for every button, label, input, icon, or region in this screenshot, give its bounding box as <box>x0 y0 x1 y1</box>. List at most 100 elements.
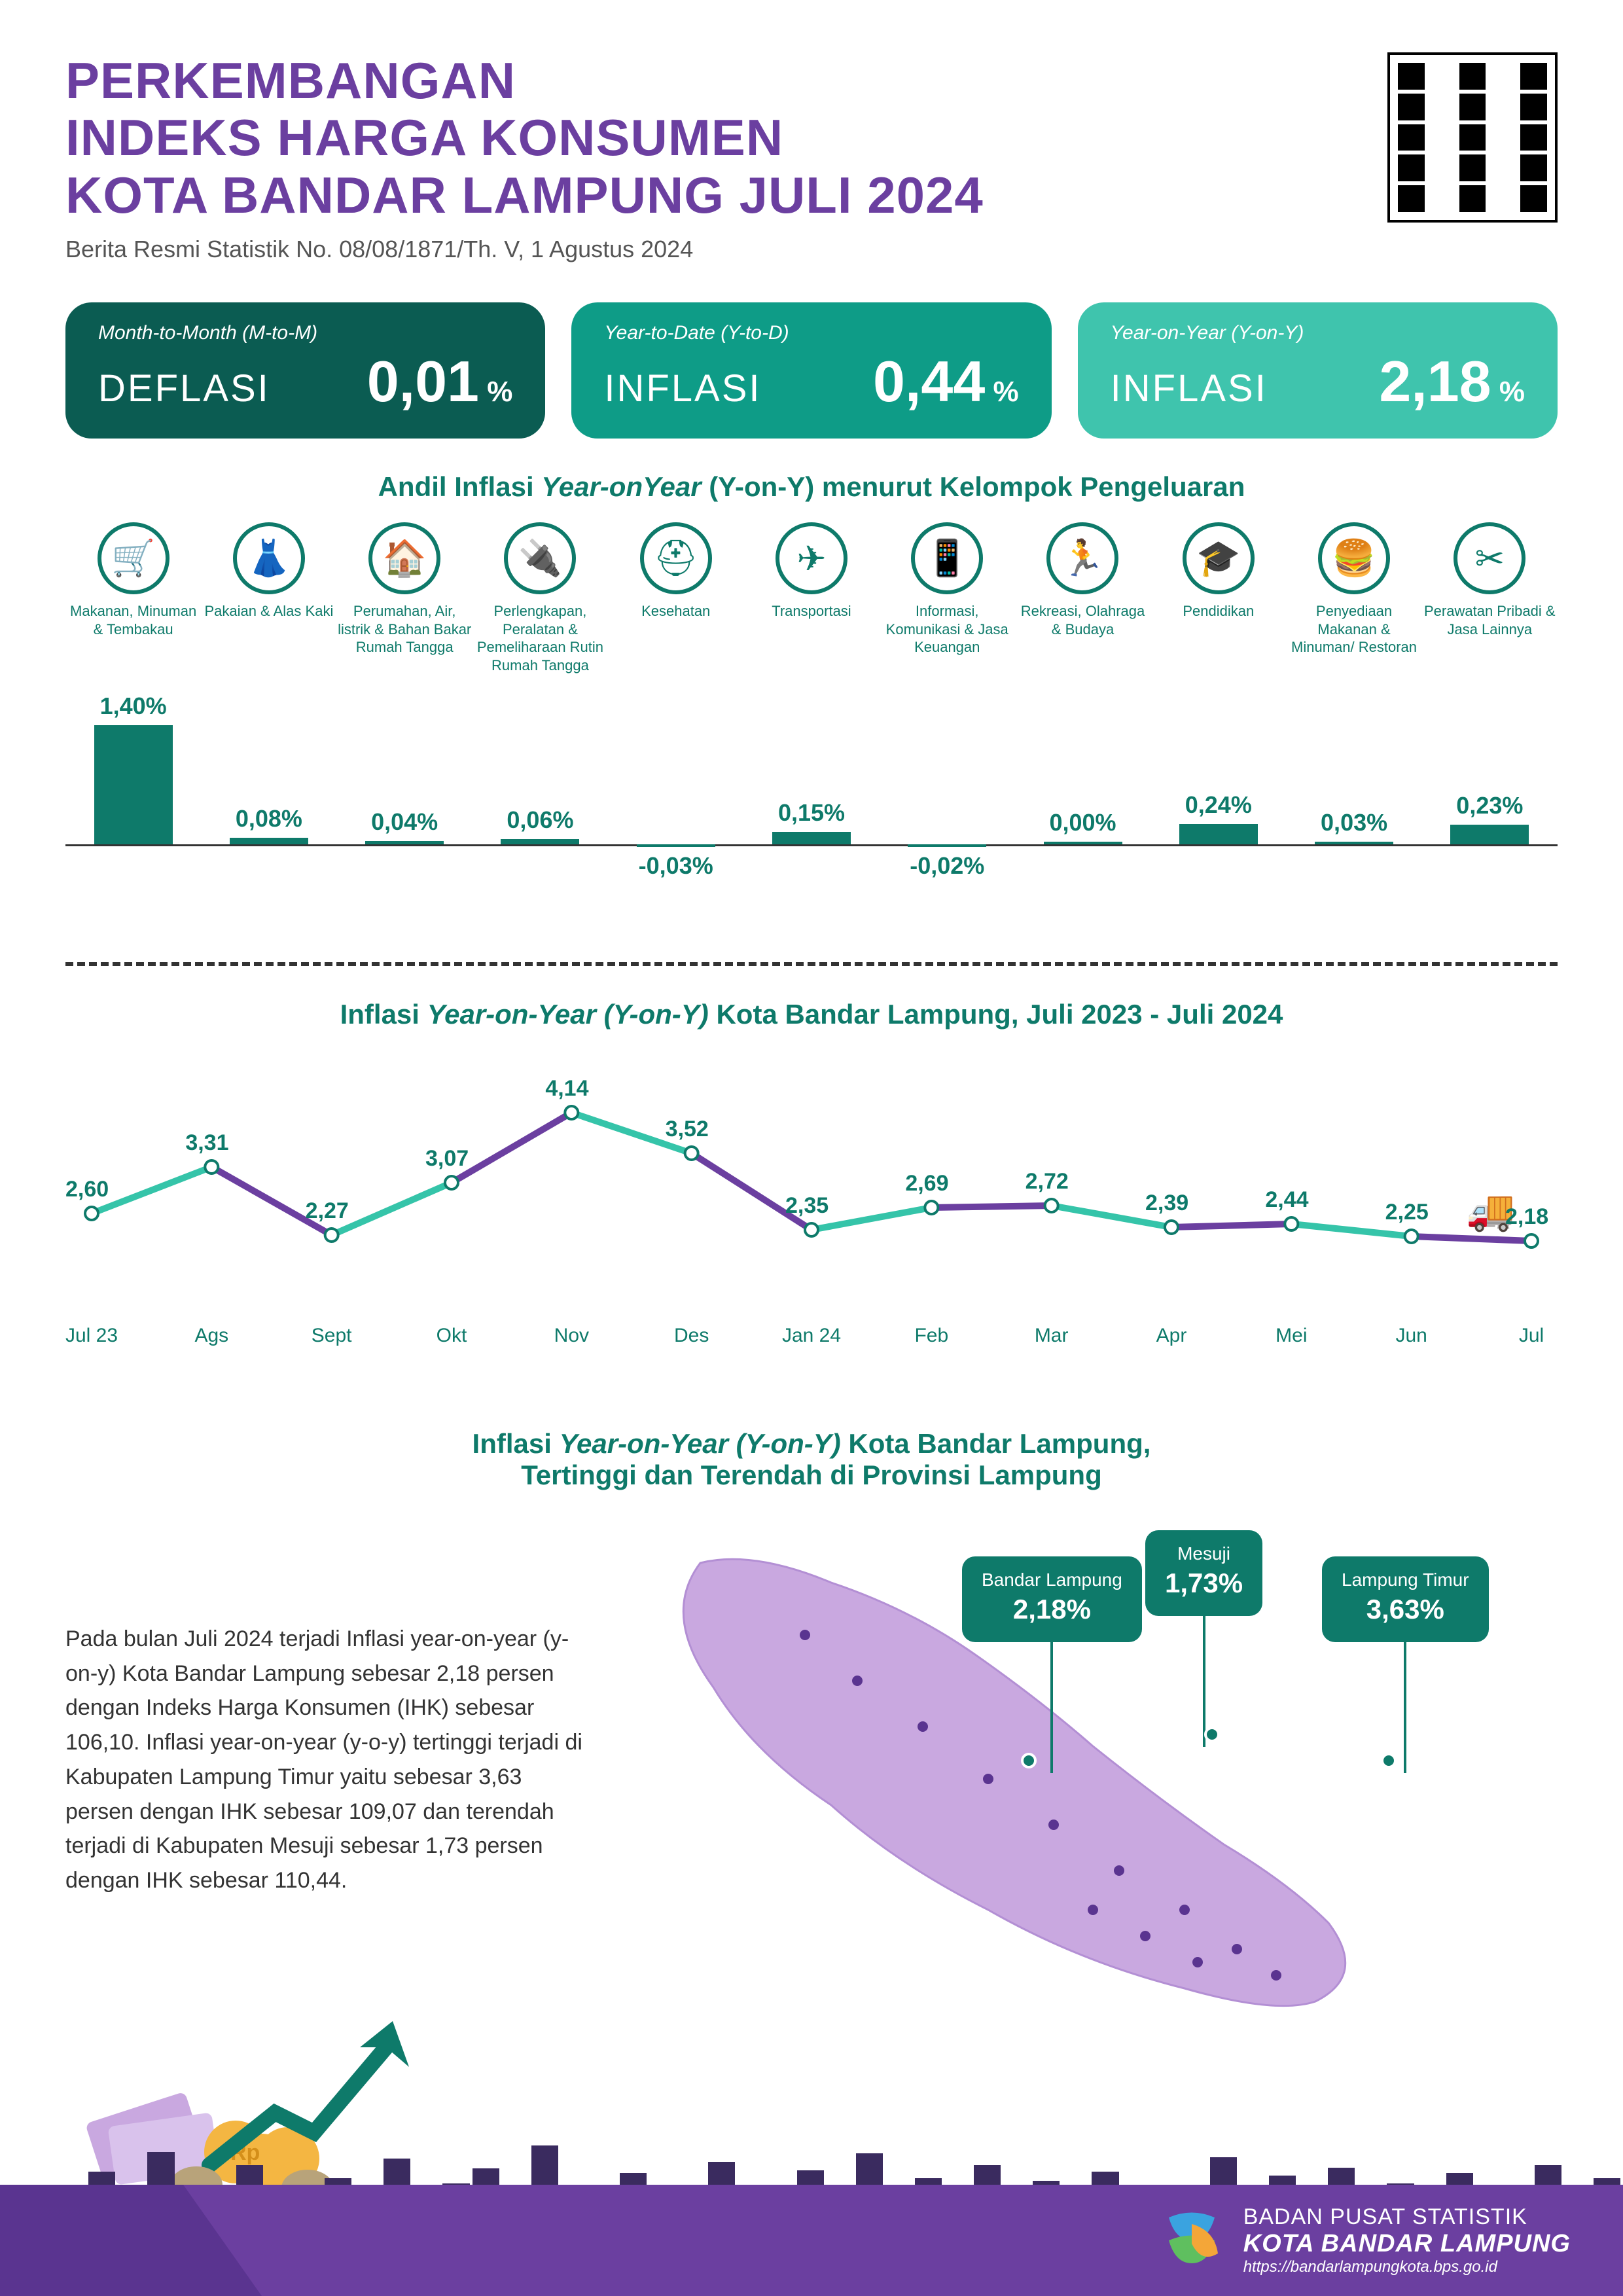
bar-rect <box>94 725 173 844</box>
footer-org: BADAN PUSAT STATISTIK <box>1243 2204 1571 2230</box>
category-icons-row: 🛒Makanan, Minuman & Tembakau 👗 Pakaian & A… <box>65 522 1558 681</box>
map-pin-value: 3,63% <box>1342 1592 1469 1628</box>
line-x-label: Des <box>674 1325 709 1347</box>
bar-rect <box>1179 824 1258 844</box>
category-item: 🛒Makanan, Minuman & Tembakau <box>65 522 201 681</box>
line-value-label: 2,25 <box>1385 1200 1429 1225</box>
line-value-label: 2,60 <box>65 1177 109 1202</box>
stat-type: INFLASI <box>604 367 761 410</box>
line-value-label: 3,52 <box>666 1117 709 1142</box>
bar-value-label: -0,02% <box>910 852 984 880</box>
bar-value-label: 1,40% <box>100 692 167 720</box>
category-icon: 👗 <box>233 522 305 594</box>
bar-value-label: 0,24% <box>1185 791 1252 819</box>
map-pin-name: Mesuji <box>1165 1542 1243 1566</box>
line-value-label: 2,27 <box>306 1198 349 1224</box>
category-item: ✂ Perawatan Pribadi & Jasa Lainnya <box>1422 522 1558 681</box>
category-icon: ✂ <box>1454 522 1525 594</box>
line-value-label: 3,07 <box>425 1146 469 1172</box>
bar-value-label: 0,06% <box>507 806 573 834</box>
bar-rect <box>908 844 986 847</box>
bar-column: 0,08% <box>201 687 336 923</box>
category-label: Transportasi <box>743 602 879 681</box>
category-section-title: Andil Inflasi Year-onYear (Y-on-Y) menur… <box>65 471 1558 503</box>
line-value-label: 2,72 <box>1026 1169 1069 1194</box>
bar-value-label: 0,03% <box>1321 809 1387 836</box>
map-pin-dot <box>1204 1727 1220 1742</box>
map-pin: Mesuji1,73% <box>1145 1530 1262 1616</box>
category-item: 🏠Perumahan, Air, listrik & Bahan Bakar R… <box>337 522 473 681</box>
bar-column: -0,03% <box>608 687 743 923</box>
map-pin: Lampung Timur3,63% <box>1322 1556 1489 1642</box>
bar-rect <box>1315 842 1393 844</box>
line-x-label: Jul <box>1519 1325 1544 1347</box>
line-value-label: 2,69 <box>905 1171 948 1196</box>
line-x-label: Okt <box>437 1325 467 1347</box>
category-label: Perumahan, Air, listrik & Bahan Bakar Ru… <box>337 602 473 681</box>
line-x-label: Sept <box>312 1325 352 1347</box>
category-item: 🔌 Perlengkapan, Peralatan & Pemeliharaan … <box>473 522 608 681</box>
category-label: Penyediaan Makanan & Minuman/ Restoran <box>1286 602 1421 681</box>
category-item: 🍔Penyediaan Makanan & Minuman/ Restoran <box>1286 522 1421 681</box>
bar-column: 0,04% <box>337 687 473 923</box>
title-line3: KOTA BANDAR LAMPUNG JULI 2024 <box>65 167 1387 224</box>
category-label: Perlengkapan, Peralatan & Pemeliharaan R… <box>473 602 608 681</box>
line-x-label: Jun <box>1395 1325 1427 1347</box>
map-pin-value: 2,18% <box>982 1592 1122 1628</box>
bar-rect <box>1044 842 1122 844</box>
line-x-label: Jul 23 <box>65 1325 118 1347</box>
title-line1: PERKEMBANGAN <box>65 52 1387 109</box>
bar-value-label: -0,03% <box>639 852 713 880</box>
bar-rect <box>637 844 715 847</box>
bps-logo-icon <box>1156 2204 1228 2276</box>
map-pin-dot <box>1021 1753 1037 1768</box>
bar-column: 0,24% <box>1150 687 1286 923</box>
map-pin-name: Lampung Timur <box>1342 1568 1469 1592</box>
category-icon: 📱 <box>911 522 983 594</box>
category-label: Perawatan Pribadi & Jasa Lainnya <box>1422 602 1558 681</box>
map-pin-name: Bandar Lampung <box>982 1568 1122 1592</box>
category-label: Pakaian & Alas Kaki <box>201 602 336 681</box>
category-icon: 🏃 <box>1046 522 1118 594</box>
line-value-label: 2,35 <box>785 1193 829 1219</box>
line-value-label: 4,14 <box>545 1076 588 1102</box>
category-item: ✈ Transportasi <box>743 522 879 681</box>
map-box: Bandar Lampung2,18%Mesuji1,73%Lampung Ti… <box>622 1517 1558 2054</box>
bar-value-label: 0,23% <box>1456 792 1523 819</box>
bar-column: 1,40% <box>65 687 201 923</box>
footer-city: KOTA BANDAR LAMPUNG <box>1243 2230 1571 2258</box>
bar-rect <box>365 841 444 844</box>
map-pin-dot <box>1381 1753 1397 1768</box>
category-item: ⛑Kesehatan <box>608 522 743 681</box>
bar-value-label: 0,15% <box>778 799 845 827</box>
yoy-line-chart: 🚚 2,60Jul 233,31Ags2,27Sept3,07Okt4,14No… <box>65 1050 1558 1364</box>
bar-value-label: 0,04% <box>371 808 438 836</box>
bar-rect <box>230 838 308 844</box>
bar-column: 0,00% <box>1015 687 1150 923</box>
line-x-label: Feb <box>914 1325 948 1347</box>
map-section-title: Inflasi Year-on-Year (Y-on-Y) Kota Banda… <box>65 1397 1558 1491</box>
stat-card: Month-to-Month (M-to-M)DEFLASI0,01 % <box>65 302 545 439</box>
category-icon: ✈ <box>776 522 847 594</box>
bar-column: 0,23% <box>1422 687 1558 923</box>
line-x-label: Ags <box>194 1325 228 1347</box>
line-x-label: Mei <box>1275 1325 1307 1347</box>
stat-card: Year-to-Date (Y-to-D)INFLASI0,44 % <box>571 302 1051 439</box>
map-pin: Bandar Lampung2,18% <box>962 1556 1142 1642</box>
line-x-label: Nov <box>554 1325 589 1347</box>
stat-cards: Month-to-Month (M-to-M)DEFLASI0,01 %Year… <box>65 302 1558 439</box>
stat-value: 0,44 <box>873 349 985 414</box>
bar-column: 0,15% <box>743 687 879 923</box>
category-item: 📱 Informasi, Komunikasi & Jasa Keuangan <box>880 522 1015 681</box>
category-item: 🏃Rekreasi, Olahraga & Budaya <box>1015 522 1150 681</box>
category-label: Pendidikan <box>1150 602 1286 681</box>
category-icon: 🎓 <box>1183 522 1255 594</box>
footer-url: https://bandarlampungkota.bps.go.id <box>1243 2258 1571 2276</box>
category-label: Informasi, Komunikasi & Jasa Keuangan <box>880 602 1015 681</box>
category-icon: 🔌 <box>504 522 576 594</box>
bar-value-label: 0,00% <box>1049 809 1116 836</box>
line-x-label: Apr <box>1156 1325 1187 1347</box>
bar-column: -0,02% <box>880 687 1015 923</box>
map-pin-value: 1,73% <box>1165 1566 1243 1602</box>
category-item: 🎓 Pendidikan <box>1150 522 1286 681</box>
